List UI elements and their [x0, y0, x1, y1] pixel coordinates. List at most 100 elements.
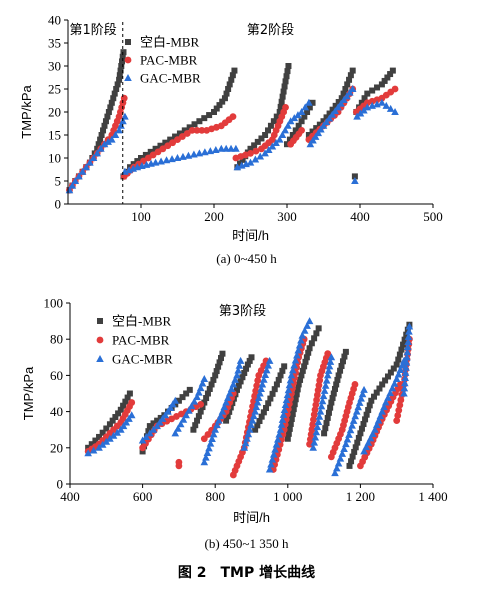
data-point — [190, 397, 199, 405]
data-point — [284, 141, 290, 148]
data-point — [203, 395, 210, 402]
data-point — [275, 430, 283, 438]
data-point — [116, 72, 123, 79]
data-point — [254, 394, 263, 402]
data-point — [196, 384, 205, 392]
data-point — [280, 405, 289, 413]
chart-b-legend: 空白-MBR PAC-MBR GAC-MBR — [96, 314, 173, 367]
data-point — [191, 121, 198, 128]
data-point — [297, 336, 305, 344]
data-point — [99, 429, 106, 436]
data-point — [384, 74, 391, 81]
data-point — [331, 385, 338, 392]
data-point — [247, 150, 254, 157]
data-point — [311, 132, 320, 140]
data-point — [171, 396, 180, 404]
data-point — [97, 144, 105, 152]
data-point — [246, 158, 255, 166]
y-tick-label: 5 — [55, 174, 62, 189]
data-point — [264, 361, 272, 369]
data-point — [282, 78, 289, 85]
data-point — [271, 445, 279, 453]
data-point — [398, 346, 405, 353]
data-point — [229, 72, 236, 79]
data-point — [229, 380, 238, 388]
data-point — [403, 353, 411, 361]
data-point — [164, 142, 172, 150]
y-tick-label: 15 — [48, 128, 61, 143]
data-point — [326, 357, 335, 365]
data-point — [400, 384, 409, 392]
data-point — [236, 160, 243, 167]
data-point — [313, 330, 320, 337]
data-point — [196, 118, 203, 125]
data-point — [261, 371, 270, 379]
data-point — [396, 401, 404, 409]
data-point — [213, 105, 220, 112]
data-point — [254, 377, 262, 384]
data-point — [319, 121, 328, 129]
data-point — [168, 155, 176, 163]
data-point — [149, 151, 157, 159]
data-point — [351, 177, 359, 184]
data-point — [393, 417, 401, 425]
data-point — [228, 76, 235, 83]
data-point — [235, 382, 242, 389]
data-point — [235, 361, 244, 369]
data-point — [251, 392, 259, 400]
data-point — [195, 149, 204, 157]
data-point — [292, 396, 299, 403]
data-point — [201, 399, 208, 406]
data-point — [371, 393, 378, 400]
data-point — [329, 106, 336, 113]
data-point — [277, 372, 284, 379]
data-point — [194, 417, 201, 424]
data-point — [258, 413, 265, 420]
data-point — [366, 402, 373, 409]
data-point — [252, 147, 260, 155]
data-point — [89, 446, 98, 454]
data-point — [336, 454, 345, 462]
legend-marker — [96, 355, 104, 362]
data-point — [218, 355, 225, 362]
data-point — [339, 358, 346, 365]
data-point — [209, 430, 218, 438]
data-point — [240, 443, 249, 451]
data-point — [243, 365, 250, 372]
data-point — [157, 414, 164, 421]
data-point — [278, 415, 287, 423]
data-point — [227, 384, 236, 392]
data-point — [291, 401, 298, 408]
data-point — [325, 362, 334, 370]
data-point — [224, 413, 231, 420]
data-point — [401, 374, 410, 382]
data-point — [379, 381, 386, 388]
data-point — [404, 332, 413, 340]
data-point — [317, 125, 325, 133]
data-point — [85, 444, 92, 451]
data-point — [208, 435, 216, 443]
data-point — [324, 414, 331, 421]
data-point — [101, 122, 108, 129]
data-point — [100, 140, 109, 148]
data-point — [286, 425, 293, 432]
data-point — [334, 376, 341, 383]
data-point — [193, 393, 201, 401]
data-point — [343, 92, 351, 100]
data-point — [321, 381, 330, 389]
data-point — [276, 425, 285, 433]
data-point — [294, 111, 302, 119]
data-point — [306, 140, 315, 148]
data-point — [102, 437, 111, 445]
data-point — [340, 96, 348, 104]
data-point — [119, 53, 126, 60]
data-point — [305, 349, 312, 356]
data-point — [391, 108, 399, 115]
data-point — [252, 426, 259, 433]
data-point — [109, 431, 118, 439]
legend-label: 空白-MBR — [140, 35, 200, 50]
data-point — [308, 340, 315, 347]
data-point — [103, 425, 110, 432]
legend-label: PAC-MBR — [112, 333, 170, 348]
data-point — [178, 133, 186, 140]
